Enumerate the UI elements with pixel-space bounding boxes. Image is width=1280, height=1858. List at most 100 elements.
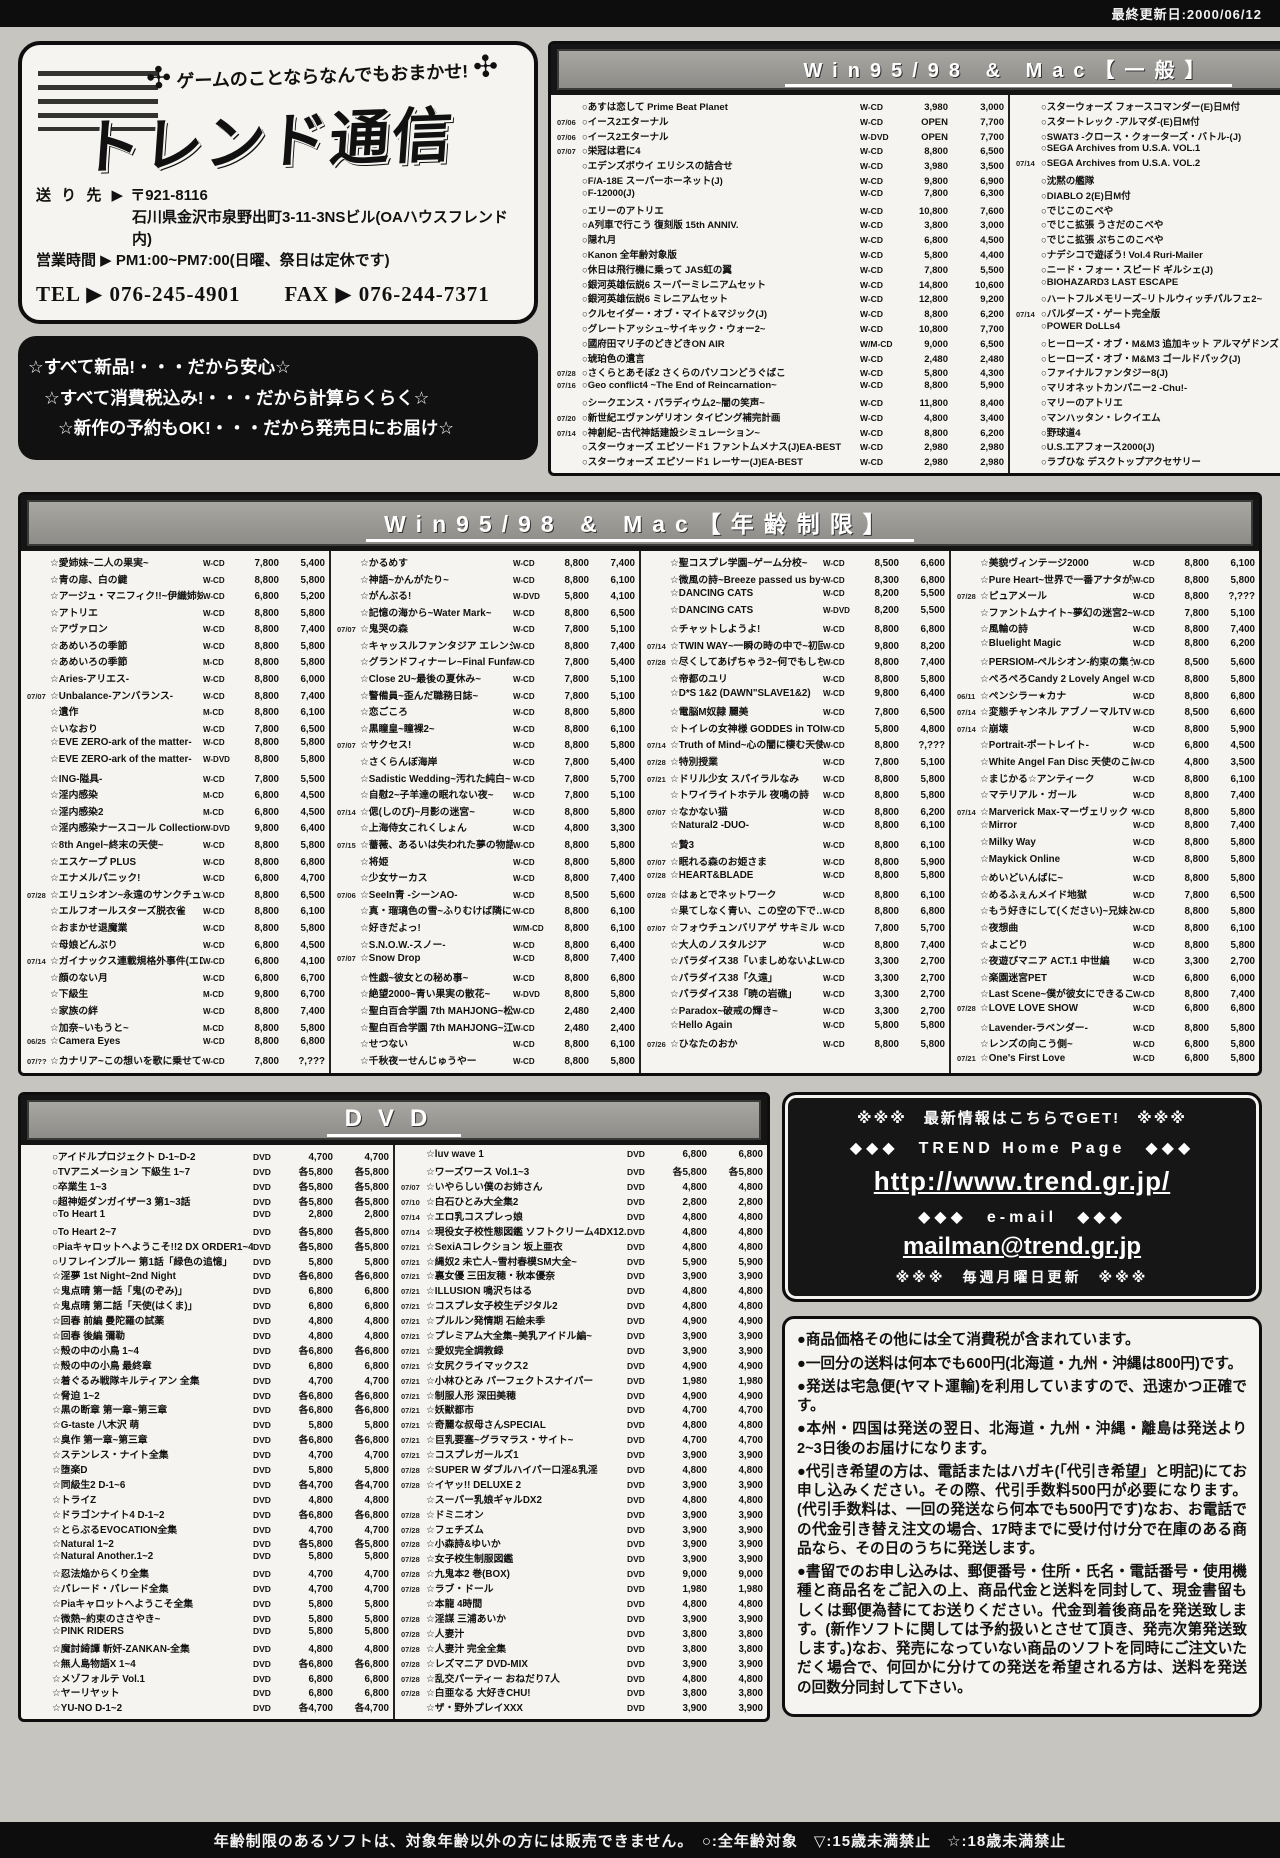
list-item: 07/07 ☆いやらしい僕のお姉さん DVD 4,800 4,800 — [401, 1182, 763, 1194]
promo-line: ☆すべて消費税込み!・・・だから計算らくらく☆ — [44, 387, 430, 408]
list-item: ☆大人のノスタルジア W-CD 8,800 7,400 — [670, 939, 945, 951]
list-item: 07/28 ☆ラブ・ドール DVD 1,980 1,980 — [401, 1584, 763, 1596]
list-item: ☆レンズの向こう側~ W-CD 6,800 5,800 — [980, 1039, 1255, 1051]
list-item: ☆せつない W-CD 8,800 6,100 — [360, 1039, 635, 1051]
list-item: 07/07 ☆Unbalance-アンバランス- W-CD 8,800 7,400 — [27, 690, 325, 702]
list-item: ☆Aries-アリエス- W-CD 8,800 6,000 — [50, 674, 325, 686]
list-item: ☆パラダイス38「暁の岩礁」 W-CD 3,300 2,700 — [670, 989, 945, 1001]
list-item: ☆警備員~歪んだ職務日誌~ W-CD 7,800 5,100 — [360, 690, 635, 702]
list-item: ☆恋ごころ W-CD 8,800 5,800 — [360, 707, 635, 719]
list-item: 07/28 ☆淫謀 三浦あいか DVD 3,900 3,900 — [401, 1613, 763, 1625]
list-item: ○F-12000(J) W-CD 7,800 6,300 — [582, 187, 1004, 199]
list-item: ☆家族の絆 W-CD 8,800 7,400 — [50, 1005, 325, 1017]
list-item: ☆夜遊びマニア ACT.1 中世編 W-CD 3,300 2,700 — [980, 956, 1255, 968]
adult-header-band: Win95/98 & Mac【年齢制限】 — [21, 494, 1259, 551]
list-item: ☆聖白百合学園 7th MAHJONG~松崎真奈実の巻~W-CD2,4802,4… — [360, 1005, 635, 1017]
list-item: ☆微熱~約束のささやき~ DVD 5,800 5,800 — [52, 1613, 389, 1625]
list-item: ○TVアニメーション 下級生 1~7 DVD 各5,800 各5,800 — [52, 1167, 389, 1179]
list-item: ☆殻の中の小鳥 1~4 DVD 各6,800 各6,800 — [52, 1345, 389, 1357]
list-item: 07/?? ☆カナリア~この想いを歌に乗せて~ W-CD 7,800?,??? — [27, 1055, 325, 1067]
list-item: ○隠れ月 W-CD 6,800 4,500 — [582, 235, 1004, 247]
list-item: 07/21 ☆女尻クライマックス2 DVD 4,900 4,900 — [401, 1360, 763, 1372]
list-item: 06/11 ☆ペンシラー★カナ W-CD 8,800 6,800 — [957, 690, 1255, 702]
list-item: ☆Natural Another.1~2 DVD 5,800 5,800 — [52, 1551, 389, 1563]
list-item: ☆DANCING CATS W-CD 8,200 5,500 — [670, 588, 945, 600]
list-item: ☆8th Angel~終末の天使~ W-CD 8,800 5,800 — [50, 840, 325, 852]
list-item: 07/07 ☆Snow Drop W-CD 8,800 7,400 — [337, 953, 635, 965]
list-item: ☆ワーズワース Vol.1~3 DVD 各5,800 各5,800 — [426, 1167, 763, 1179]
list-item: 07/21 ☆SexiAコレクション 坂上亜衣 DVD 4,800 4,800 — [401, 1241, 763, 1253]
info-column: ※※※ 最新情報はこちらでGET! ※※※ ◆◆◆ TREND Home Pag… — [782, 1092, 1262, 1717]
list-item: ☆微風の詩~Breeze passed us by~ W-CD 8,300 6,800 — [670, 574, 945, 586]
list-item: 07/28 ☆レズマニア DVD-MIX DVD 3,900 3,900 — [401, 1658, 763, 1670]
list-item: ☆トワイライトホテル 夜鳴の詩 W-CD 8,800 5,800 — [670, 790, 945, 802]
note-line: ●本州・四国は発送の翌日、北海道・九州・沖縄・離島は発送より2~3日後のお届けに… — [797, 1421, 1247, 1457]
list-item: ☆母娘どんぶり W-CD 6,800 4,500 — [50, 939, 325, 951]
list-item: ☆電脳M奴隷 麗美 W-CD 7,800 6,500 — [670, 707, 945, 719]
list-item: 07/28 ☆SUPER W ダブルハイパー口淫&乳淫 DVD 4,800 4,800 — [401, 1465, 763, 1477]
list-item: ☆Sadistic Wedding~汚れた純白~ W-CD 7,800 5,700 — [360, 773, 635, 785]
list-item: ○エリーのアトリエ W-CD 10,800 7,600 — [582, 205, 1004, 217]
section-dvd: DVD ○アイドルプロジェクト D-1~D-2 DVD 4,700 4,700 ○TVア… — [18, 1092, 1262, 1723]
list-item: ☆記憶の海から~Water Mark~ W-CD 8,800 6,500 — [360, 607, 635, 619]
list-item: ☆千秋夜ーせんじゅうやー W-CD 8,800 5,800 — [360, 1055, 635, 1067]
list-item: 07/15 ☆薔薇、あるいは失われた夢の物語 W-CD 8,800 5,800 — [337, 840, 635, 852]
homepage-url[interactable]: http://www.trend.gr.jp/ — [873, 1166, 1171, 1197]
list-item: ○ヒーローズ・オブ・M&M3 追加キット アルマゲドンズ・ブレイド(J)W-CD… — [1041, 338, 1280, 350]
list-item: ☆好きだよっ! W/M-CD 8,800 6,100 — [360, 922, 635, 934]
list-item: ☆性戯~彼女との秘め事~ W-CD 8,800 6,800 — [360, 972, 635, 984]
list-item: 07/16 ○Geo conflict4 ~The End of Reincarn… — [557, 380, 1004, 392]
list-item: ☆贄3 W-CD 8,800 6,100 — [670, 840, 945, 852]
list-item: ☆無人島物語X 1~4 DVD 各6,800 各6,800 — [52, 1658, 389, 1670]
list-item: 07/14 ☆崩壊 W-CD 8,800 5,900 — [957, 723, 1255, 735]
list-item: ○クルセイダー・オブ・マイト&マジック(J) W-CD 8,800 6,200 — [582, 309, 1004, 321]
list-item: ☆回春 後編 彌勒 DVD 4,800 4,800 — [52, 1331, 389, 1343]
list-item: ☆luv wave 1 DVD 6,800 6,800 — [426, 1149, 763, 1161]
list-item: ☆Paradox~破戒の輝き~ W-CD 3,300 2,700 — [670, 1005, 945, 1017]
list-item: ○A列車で行こう 復刻版 15th ANNIV. W-CD 3,800 3,000 — [582, 220, 1004, 232]
list-item: ☆EVE ZERO-ark of the matter- W-CD 8,800 5,8… — [50, 737, 325, 749]
list-item: ☆淫内感染ナースコール Collection BoxW-DVD9,8006,40… — [50, 823, 325, 835]
list-item: ○F/A-18E スーパーホーネット(J) W-CD 9,800 6,900 — [582, 175, 1004, 187]
list-item: ☆淫内感染2 M-CD 6,800 4,500 — [50, 806, 325, 818]
adult-column-4: ☆美貌ヴィンテージ2000 W-CD 8,800 6,100 ☆Pure Heart~世… — [949, 550, 1259, 1074]
list-item: ☆鬼点晴 第二話「天使(はくま)」 DVD 6,800 6,800 — [52, 1301, 389, 1313]
address-line: 石川県金沢市泉野出町3-11-3NSビル(OAハウスフレンド内) — [132, 208, 508, 248]
note-line: ●書留でのお申し込みは、郵便番号・住所・氏名・電話番号・使用機種と商品名をご記入… — [797, 1564, 1247, 1696]
list-item: ☆D*S 1&2 (DAWN"SLAVE1&2) W-CD 9,800 6,400 — [670, 687, 945, 699]
email-address[interactable]: mailman@trend.gr.jp — [902, 1233, 1142, 1261]
list-item: ☆グランドフィナーレ~Final Funfair in 7days~W-CD7,… — [360, 657, 635, 669]
list-item: ○スターウォーズ エピソード1 ファントムメナス(J)EA-BEST W-CD 2,… — [582, 442, 1004, 454]
list-item: ☆顔のない月 W-CD 6,800 6,700 — [50, 972, 325, 984]
general-list-box: Win95/98 & Mac【一般】 ○あすは恋して Prime Beat Pl… — [548, 41, 1280, 476]
list-item: 07/21 ☆妖獣都市 DVD 4,700 4,700 — [401, 1405, 763, 1417]
top-strip: 最終更新日:2000/06/12 — [0, 0, 1280, 27]
note-line: ●商品価格その他には全て消費税が含まれています。 — [797, 1332, 1140, 1349]
list-item: 07/21 ☆裏女優 三田友穂・秋本優奈 DVD 3,900 3,900 — [401, 1271, 763, 1283]
list-item: ○SEGA Archives from U.S.A. VOL.1W-CD3,30… — [1041, 143, 1201, 155]
adult-title: Win95/98 & Mac【年齢制限】 — [366, 510, 914, 542]
list-item: 07/14 ☆変態チャンネル アブノーマルTV W-CD 8,500 6,600 — [957, 707, 1255, 719]
list-item: ☆DANCING CATS W-DVD 8,200 5,500 — [670, 604, 945, 616]
list-item: 07/14 ☆偲(しのび)~月影の迷宮~ W-CD 8,800 5,800 — [337, 806, 635, 818]
list-item: ☆ファントムナイト~夢幻の迷宮2~ W-CD 7,800 5,100 — [980, 607, 1255, 619]
list-item: ☆ING-隘具- W-CD 7,800 5,500 — [50, 773, 325, 785]
list-item: 07/21 ☆コスプレガールズ1 DVD 3,900 3,900 — [401, 1450, 763, 1462]
list-item: 07/28 ☆フェチズム DVD 3,900 3,900 — [401, 1524, 763, 1536]
list-item: ☆淫内感染 M-CD 6,800 4,500 — [50, 790, 325, 802]
list-item: ☆神語~かんがたり~ W-CD 8,800 6,100 — [360, 574, 635, 586]
list-item: ☆あめいろの季節 W-CD 8,800 5,800 — [50, 640, 325, 652]
list-item: 07/21 ☆ドリル少女 スパイラルなみ W-CD 8,800 5,800 — [647, 773, 945, 785]
list-item: ○でじこ拡張 うさだのこべやW-CD3,0003,000 — [1041, 220, 1164, 232]
